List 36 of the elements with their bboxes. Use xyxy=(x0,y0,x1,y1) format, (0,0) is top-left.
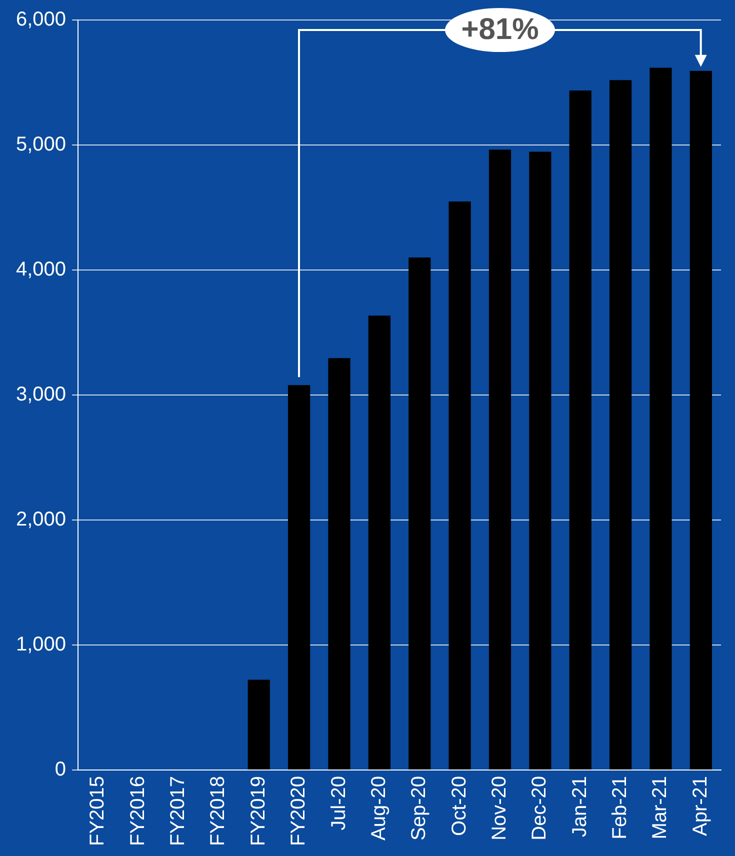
y-tick-label: 3,000 xyxy=(16,383,66,406)
x-tick-label: FY2019 xyxy=(247,776,270,846)
y-tick-label: 0 xyxy=(54,758,66,780)
bar xyxy=(408,257,431,770)
annotation: +81% xyxy=(444,8,555,52)
x-tick-label: FY2015 xyxy=(86,776,109,846)
bar xyxy=(609,80,632,770)
y-tick-label: 6,000 xyxy=(16,8,66,31)
y-tick-label: 2,000 xyxy=(16,508,66,530)
x-tick-label: Oct-20 xyxy=(448,776,470,836)
y-tick-label: 4,000 xyxy=(16,258,66,280)
x-tick-label: Jan-21 xyxy=(568,776,591,838)
bar xyxy=(488,150,512,770)
x-tick-label: Aug-20 xyxy=(368,776,390,840)
x-tick-label: Dec-20 xyxy=(528,776,551,840)
bar xyxy=(328,358,350,770)
y-tick-label: 1,000 xyxy=(16,633,66,656)
x-tick-label: Nov-20 xyxy=(488,776,510,840)
bar xyxy=(288,385,310,770)
bar xyxy=(529,152,552,770)
x-tick-label: Jul-20 xyxy=(328,776,350,830)
bar xyxy=(248,680,270,770)
x-tick-label: Sep-20 xyxy=(408,776,430,840)
bar xyxy=(448,201,471,770)
y-tick-label: 5,000 xyxy=(16,134,66,156)
x-tick-label: FY2016 xyxy=(126,776,149,846)
bar xyxy=(368,316,390,770)
bar xyxy=(569,90,592,770)
x-tick-label: FY2018 xyxy=(207,776,230,846)
bar xyxy=(690,70,712,770)
x-tick-label: Feb-21 xyxy=(609,776,632,840)
x-tick-label: Mar-21 xyxy=(649,776,672,840)
x-tick-label: FY2020 xyxy=(288,776,310,846)
x-tick-label: Apr-21 xyxy=(689,776,712,836)
bar xyxy=(650,68,672,770)
x-tick-label: FY2017 xyxy=(167,776,190,846)
